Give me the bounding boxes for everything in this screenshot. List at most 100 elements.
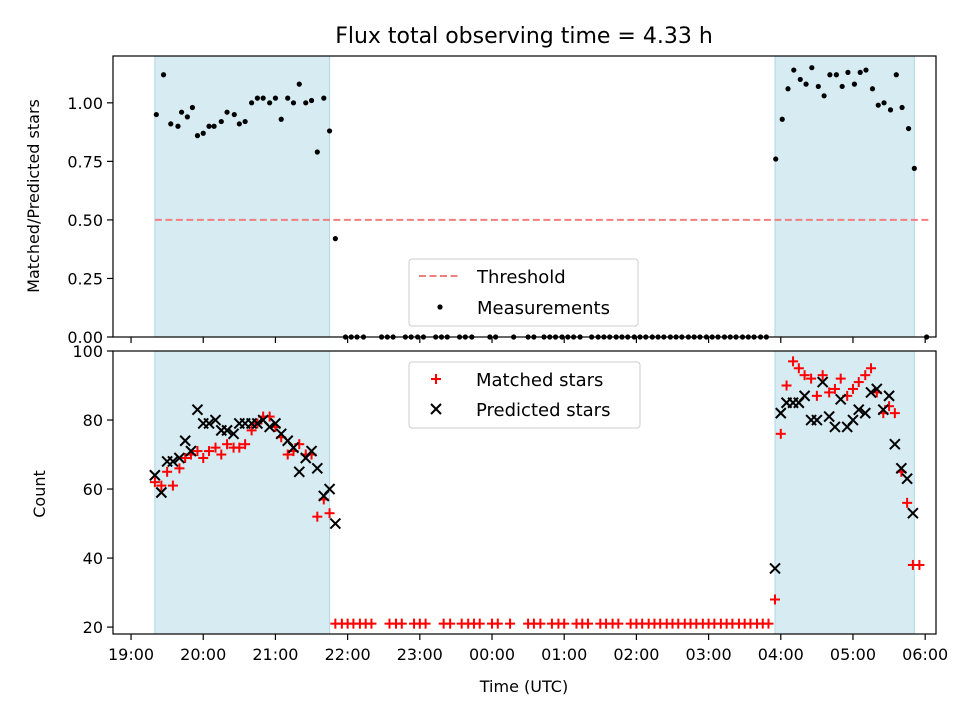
shaded-span: [154, 350, 331, 635]
measurement-point: [803, 81, 809, 87]
top-x-ticks: [130, 337, 926, 343]
matched-star-point: [866, 363, 877, 374]
predicted-x-b: [889, 438, 901, 450]
x-tick-label: 04:00: [758, 645, 804, 664]
predicted-star-point: [251, 417, 264, 430]
measurement-point: [785, 86, 791, 92]
matched-star-point: [763, 618, 774, 629]
matched-star-point: [492, 618, 503, 629]
predicted-star-point: [287, 441, 300, 454]
predicted-x-b: [769, 562, 781, 575]
y-tick-label: 0.50: [67, 211, 103, 230]
measurement-point: [175, 123, 181, 129]
matched-star-point: [420, 618, 431, 629]
measurement-point: [206, 123, 212, 129]
matched-star-point: [246, 425, 257, 436]
measurement-point: [218, 118, 224, 125]
predicted-x-b: [816, 376, 829, 388]
predicted-star-point: [149, 469, 161, 481]
predicted-x-b: [287, 441, 300, 454]
matched-star-point: [847, 383, 858, 394]
predicted-x-b: [209, 414, 222, 426]
y-tick-label: 60: [83, 480, 103, 499]
bottom-legend-box: [408, 361, 641, 429]
matched-star-point: [799, 370, 810, 381]
predicted-x-b: [257, 414, 269, 426]
measurement-point: [857, 69, 863, 75]
measurement-point: [254, 95, 260, 101]
predicted-star-point: [829, 421, 841, 433]
measurement-point: [863, 67, 869, 73]
measurement-point: [272, 95, 279, 101]
measurement-point: [168, 121, 174, 127]
predicted-star-point: [305, 445, 318, 457]
matched-star-point: [788, 356, 799, 367]
predicted-x-b: [185, 445, 197, 457]
measurement-point: [314, 149, 320, 155]
matched-star-point: [192, 446, 203, 457]
legend-threshold-label: Threshold: [476, 267, 566, 288]
matched-star-point: [174, 463, 185, 474]
predicted-star-point: [834, 393, 847, 406]
bottom-y-axis-label: Count: [30, 470, 49, 518]
matched-star-point: [210, 442, 221, 453]
measurement-point: [249, 100, 255, 106]
predicted-x-b: [251, 417, 264, 430]
matched-star-point: [505, 618, 516, 629]
predicted-x-b: [227, 428, 240, 440]
measurement-point: [797, 76, 803, 83]
predicted-star-point: [203, 417, 215, 430]
x-tick-label: 21:00: [252, 645, 298, 664]
legend-measurement-label: Measurements: [477, 298, 610, 319]
matched-star-point: [282, 449, 293, 460]
measurement-point: [189, 104, 196, 111]
predicted-x-b: [263, 421, 276, 433]
bottom-legend: Matched stars Predicted stars: [408, 361, 641, 429]
matched-star-point: [216, 449, 227, 460]
x-tick-label: 20:00: [180, 645, 226, 664]
bottom-axes-frame: [112, 350, 937, 635]
x-tick-label: 00:00: [469, 645, 515, 664]
predicted-x-b: [798, 390, 811, 402]
measurement-point: [809, 65, 815, 71]
measurement-point: [827, 72, 833, 78]
predicted-star-point: [798, 390, 811, 402]
predicted-star-point: [173, 452, 186, 464]
chart-title: Flux total observing time = 4.33 h: [335, 24, 713, 49]
measurement-point: [821, 93, 827, 99]
matched-star-point: [222, 439, 233, 450]
legend-predicted-marker: [430, 403, 442, 415]
predicted-star-point: [901, 472, 913, 485]
predicted-star-point: [185, 445, 197, 457]
measurement-point: [267, 100, 273, 106]
bottom-y-ticks: 20 40 60 80 100: [72, 342, 113, 637]
predicted-star-point: [877, 403, 890, 416]
predicted-star-point: [227, 428, 240, 440]
matched-star-point: [853, 377, 864, 388]
matched-star-point: [312, 511, 323, 522]
predicted-x-b: [305, 445, 318, 457]
predicted-x-b: [221, 424, 233, 437]
matched-star-point: [535, 618, 546, 629]
matched-star-point: [180, 452, 191, 463]
measurement-point: [290, 100, 297, 106]
matched-star-point: [156, 480, 167, 491]
y-tick-label: 0.75: [67, 152, 103, 171]
matched-star-point: [793, 363, 804, 374]
measurement-point: [200, 130, 206, 136]
matched-star-point: [366, 618, 377, 629]
measurement-point: [231, 111, 237, 118]
predicted-x-b: [167, 455, 179, 468]
shaded-span: [774, 350, 915, 635]
matched-star-point: [817, 370, 828, 381]
measurement-point: [160, 72, 167, 78]
measurement-point: [899, 104, 905, 111]
predicted-star-point: [865, 386, 877, 399]
y-tick-label: 1.00: [67, 94, 103, 113]
predicted-star-point: [769, 562, 781, 575]
matched-star-point: [889, 408, 900, 419]
predicted-star-point: [847, 414, 859, 426]
measurement-point: [321, 95, 327, 101]
predicted-star-point: [907, 507, 919, 519]
